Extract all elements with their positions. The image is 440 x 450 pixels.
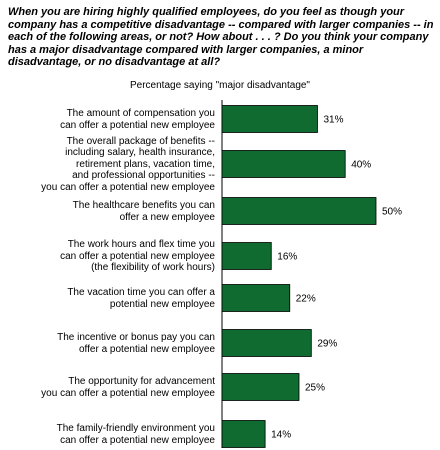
value-label: 29%	[317, 339, 337, 350]
category-label: The family-friendly environment you can o…	[10, 423, 215, 446]
category-label-line: The opportunity for advancement	[68, 376, 215, 387]
category-label-line: including salary, health insurance,	[65, 147, 215, 159]
category-label-line: and professional opportunities --	[72, 170, 215, 182]
category-label: The overall package of benefits -- includ…	[10, 136, 215, 194]
category-label-line: The work hours and flex time you	[67, 239, 215, 251]
value-label: 40%	[351, 160, 371, 171]
category-label-line: offer a potential new employee	[78, 343, 215, 355]
bar	[221, 197, 377, 225]
bar	[221, 420, 266, 448]
value-label: 31%	[323, 115, 343, 126]
bar	[221, 284, 291, 312]
category-label-line: (the flexibility of work hours)	[91, 262, 215, 274]
chart-subtitle: Percentage saying "major disadvantage"	[130, 80, 310, 91]
category-label-line: The amount of compensation you	[66, 108, 215, 119]
category-label-line: potential new employee	[109, 298, 215, 310]
bar	[221, 242, 272, 270]
category-label: The opportunity for advancement you can o…	[10, 376, 215, 399]
category-label: The incentive or bonus pay you can offer …	[10, 332, 215, 355]
category-label-line: offer a new employee	[119, 211, 215, 223]
survey-question: When you are hiring highly qualified emp…	[8, 6, 434, 68]
category-label-line: you can offer a potential new employee	[41, 181, 215, 193]
value-label: 50%	[382, 207, 402, 218]
category-label-line: The family-friendly environment you	[56, 423, 215, 434]
bar	[221, 105, 318, 133]
category-label: The healthcare benefits you can offer a n…	[10, 200, 215, 223]
category-label: The amount of compensation you can offer …	[10, 108, 215, 131]
bar	[221, 329, 312, 357]
category-label-line: The healthcare benefits you can	[72, 200, 215, 211]
category-label-line: The overall package of benefits --	[66, 135, 215, 147]
category-label-line: can offer a potential new employee	[60, 434, 215, 446]
category-label-line: can offer a potential new employee	[60, 250, 215, 262]
value-label: 25%	[305, 383, 325, 394]
category-label-line: The incentive or bonus pay you can	[57, 332, 215, 343]
category-label: The vacation time you can offer a potenti…	[10, 287, 215, 310]
category-label: The work hours and flex time you can offe…	[10, 239, 215, 274]
bar	[221, 373, 300, 401]
value-label: 22%	[296, 294, 316, 305]
value-label: 14%	[271, 430, 291, 441]
category-label-line: retirement plans, vacation time,	[76, 158, 215, 170]
category-label-line: The vacation time you can offer a	[67, 287, 215, 298]
value-label: 16%	[277, 252, 297, 263]
category-label-line: can offer a potential new employee	[60, 119, 215, 131]
category-label-line: you can offer a potential new employee	[41, 387, 215, 399]
bar	[221, 150, 346, 178]
